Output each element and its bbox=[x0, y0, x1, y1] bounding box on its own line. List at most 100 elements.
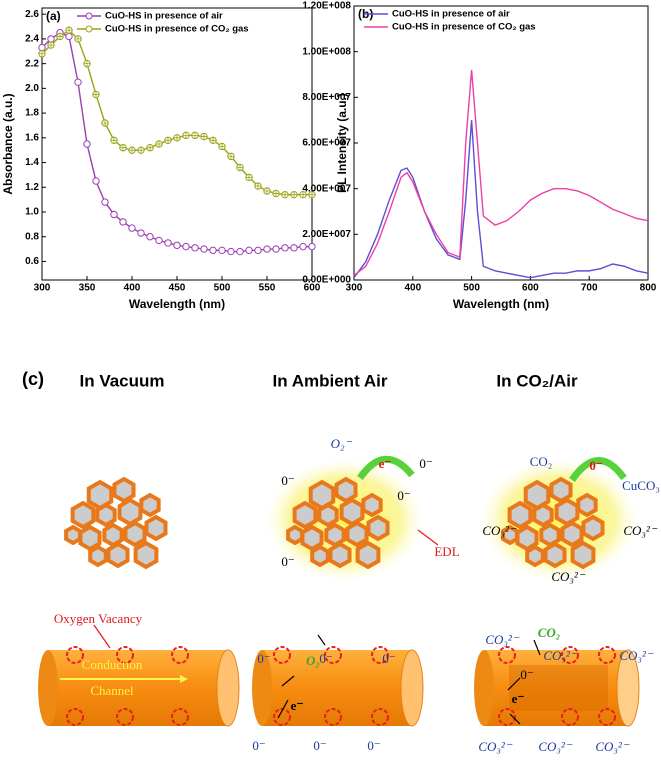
data-point bbox=[191, 244, 199, 252]
y-tick-label: 4.00E+007 bbox=[302, 183, 351, 194]
oxygen-vacancy bbox=[561, 646, 579, 664]
nanohexagon bbox=[560, 520, 584, 548]
y-tick-label: 0.00E+000 bbox=[302, 275, 351, 286]
hexagon-cluster bbox=[286, 476, 390, 570]
diagram-label: CO₃²⁻ bbox=[623, 523, 657, 538]
y-tick-label: 2.4 bbox=[25, 34, 39, 45]
point-cross bbox=[210, 137, 216, 144]
oxygen-vacancy bbox=[66, 708, 84, 726]
diagram-label: Conduction bbox=[82, 657, 143, 672]
data-point bbox=[173, 241, 181, 250]
point-cross bbox=[264, 187, 270, 194]
nanohexagon bbox=[334, 476, 358, 504]
nanohexagon bbox=[139, 492, 161, 518]
nanohexagon bbox=[88, 544, 108, 568]
data-point bbox=[74, 78, 82, 86]
data-point bbox=[209, 246, 217, 255]
diagram-label: CO₃²⁻ bbox=[619, 648, 653, 663]
y-tick-label: 2.6 bbox=[25, 9, 39, 20]
nanowire-cap bbox=[216, 649, 240, 727]
point-cross bbox=[102, 119, 108, 126]
x-axis-title: Wavelength (nm) bbox=[129, 297, 225, 311]
data-point bbox=[137, 229, 145, 237]
small-arrow bbox=[509, 713, 521, 725]
oxygen-vacancy bbox=[498, 646, 516, 664]
x-tick-label: 700 bbox=[581, 283, 598, 294]
diagram-label: e⁻ bbox=[379, 456, 392, 471]
data-point bbox=[65, 32, 73, 41]
reaction-arrow bbox=[357, 455, 415, 481]
small-arrow bbox=[277, 699, 289, 719]
x-tick-label: 500 bbox=[214, 283, 231, 294]
plot-frame bbox=[41, 7, 313, 281]
nanohexagon bbox=[106, 541, 130, 569]
data-point bbox=[155, 236, 163, 245]
data-point bbox=[110, 210, 118, 219]
series-line bbox=[353, 69, 649, 276]
point-cross bbox=[165, 137, 171, 144]
data-point bbox=[245, 246, 253, 255]
point-cross bbox=[228, 153, 234, 160]
point-cross bbox=[192, 132, 198, 139]
panel-title: In CO₂/Air bbox=[496, 371, 578, 390]
diagram-label: CO₃²⁻ bbox=[482, 523, 516, 538]
depletion-core bbox=[509, 665, 608, 711]
nanowire-cap bbox=[400, 649, 424, 727]
oxygen-vacancy bbox=[324, 708, 342, 726]
panel-label: (c) bbox=[22, 369, 44, 389]
data-point bbox=[47, 35, 55, 43]
x-tick-label: 300 bbox=[34, 283, 51, 294]
nanohexagon bbox=[532, 502, 554, 528]
point-cross bbox=[111, 137, 117, 144]
nanohexagon bbox=[123, 520, 147, 548]
data-point bbox=[128, 224, 136, 232]
diagram-label: O₂ bbox=[306, 653, 320, 668]
nanohexagon bbox=[581, 514, 605, 542]
oxygen-vacancy bbox=[273, 708, 291, 726]
point-cross bbox=[174, 134, 180, 141]
nanohexagon bbox=[576, 492, 598, 518]
nanohexagon bbox=[570, 540, 596, 570]
reaction-arrow bbox=[569, 457, 627, 483]
diagram-label: Oxygen Vacancy bbox=[54, 611, 143, 626]
data-point bbox=[38, 43, 46, 52]
series-line bbox=[41, 31, 312, 253]
diagram-label: 0⁻ bbox=[281, 554, 294, 569]
point-cross bbox=[138, 147, 144, 154]
data-point bbox=[290, 244, 298, 252]
nanohexagon bbox=[324, 522, 346, 548]
point-cross bbox=[84, 60, 90, 67]
diagram-label: e⁻ bbox=[291, 698, 304, 713]
x-tick-label: 500 bbox=[463, 283, 480, 294]
data-point bbox=[299, 242, 307, 251]
nanohexagon bbox=[286, 524, 304, 546]
y-tick-label: 2.0 bbox=[25, 83, 39, 94]
point-cross bbox=[201, 133, 207, 140]
data-point bbox=[308, 242, 316, 251]
data-point bbox=[227, 247, 235, 256]
x-tick-label: 800 bbox=[640, 283, 657, 294]
nanohexagon bbox=[310, 544, 330, 568]
pointer-arrow bbox=[93, 624, 111, 649]
data-point bbox=[119, 218, 127, 226]
y-tick-label: 1.8 bbox=[25, 108, 39, 119]
pointer-arrow bbox=[417, 529, 439, 546]
oxygen-vacancy bbox=[324, 646, 342, 664]
y-tick-label: 1.20E+008 bbox=[302, 1, 351, 12]
point-cross bbox=[309, 191, 315, 198]
data-point bbox=[83, 140, 91, 148]
y-tick-label: 8.00E+007 bbox=[302, 92, 351, 103]
point-cross bbox=[246, 174, 252, 181]
diagram-label: 0⁻ bbox=[367, 738, 380, 753]
nanohexagon bbox=[543, 541, 567, 569]
y-axis-title: Absorbance (a.u.) bbox=[1, 93, 15, 194]
x-tick-label: 400 bbox=[124, 283, 141, 294]
small-arrow bbox=[317, 634, 326, 646]
nanohexagon bbox=[361, 492, 383, 518]
x-tick-label: 300 bbox=[346, 283, 363, 294]
diagram-label: CO₃²⁻ bbox=[595, 739, 629, 754]
diagram-label: O₂⁻ bbox=[331, 436, 353, 451]
nanohexagon bbox=[366, 514, 390, 542]
nanowire-end bbox=[38, 650, 58, 726]
